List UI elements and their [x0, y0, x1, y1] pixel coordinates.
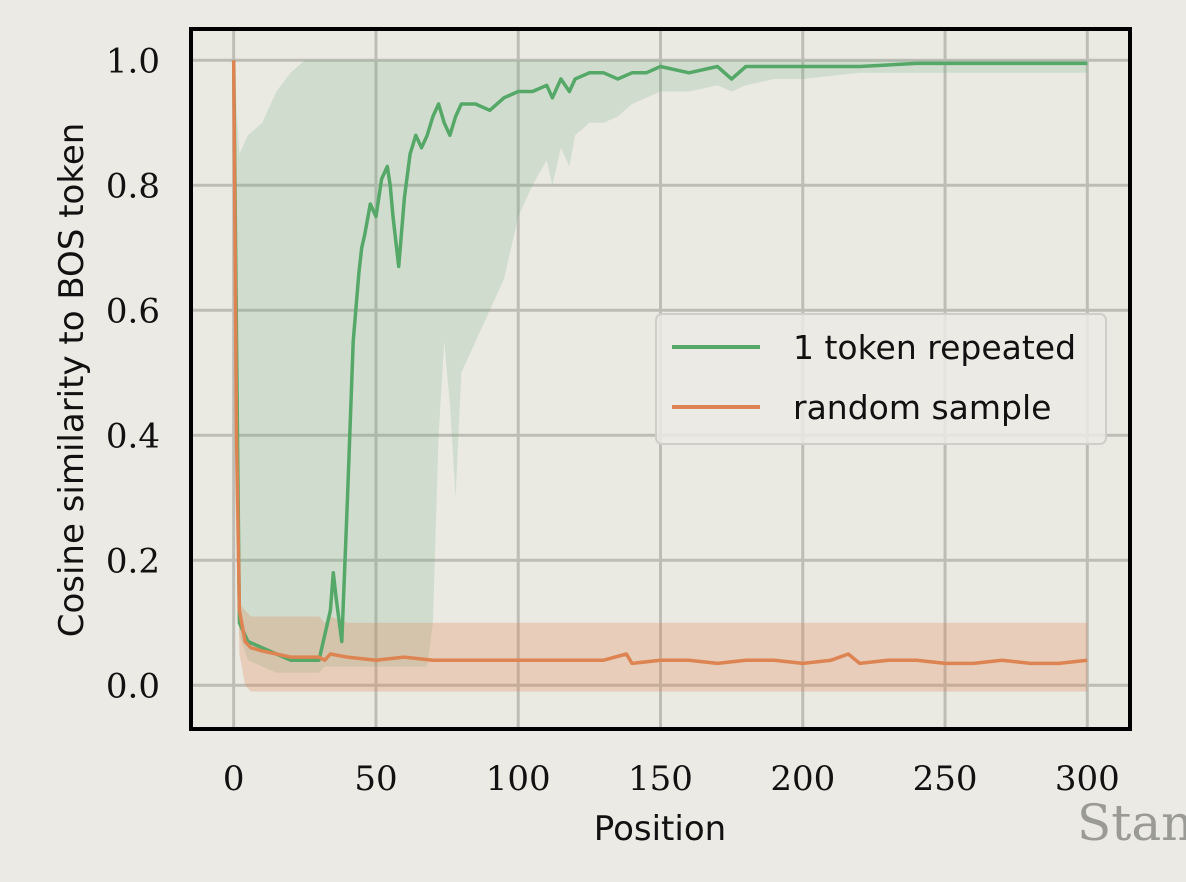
y-tick-label-4: 0.8: [106, 166, 160, 206]
y-tick-label-1: 0.2: [106, 541, 160, 581]
x-axis-label: Position: [594, 809, 726, 849]
band-series-1: [233, 60, 1088, 692]
x-tick-label-1: 50: [354, 759, 397, 799]
x-axis-ticks: 0 50 100 150 200 250 300: [223, 759, 1120, 799]
series-lines: [231, 60, 1088, 666]
x-tick-label-3: 150: [628, 759, 693, 799]
x-tick-label-0: 0: [223, 759, 245, 799]
line-series-1: [231, 60, 1088, 666]
y-tick-label-3: 0.6: [106, 291, 160, 331]
legend-label-1-token-repeated: 1 token repeated: [793, 328, 1076, 367]
band-series-0: [233, 60, 1088, 673]
y-axis-label: Cosine similarity to BOS token: [52, 123, 92, 638]
legend-label-random-sample: random sample: [793, 388, 1051, 427]
x-tick-label-4: 200: [770, 759, 835, 799]
y-tick-label-2: 0.4: [106, 416, 160, 456]
legend-box: [655, 313, 1107, 445]
x-tick-label-5: 250: [913, 759, 978, 799]
line-series-0: [231, 60, 1088, 662]
y-tick-label-0: 0.0: [106, 666, 160, 706]
x-tick-label-6: 300: [1055, 759, 1120, 799]
plot-area-frame: [189, 27, 1132, 731]
legend: 1 token repeated random sample: [655, 313, 1107, 445]
y-tick-label-5: 1.0: [106, 41, 160, 81]
y-axis-ticks: 0.0 0.2 0.4 0.6 0.8 1.0: [106, 41, 160, 706]
confidence-bands: [233, 60, 1088, 692]
watermark-text: Stan: [1077, 794, 1186, 852]
x-tick-label-2: 100: [486, 759, 551, 799]
